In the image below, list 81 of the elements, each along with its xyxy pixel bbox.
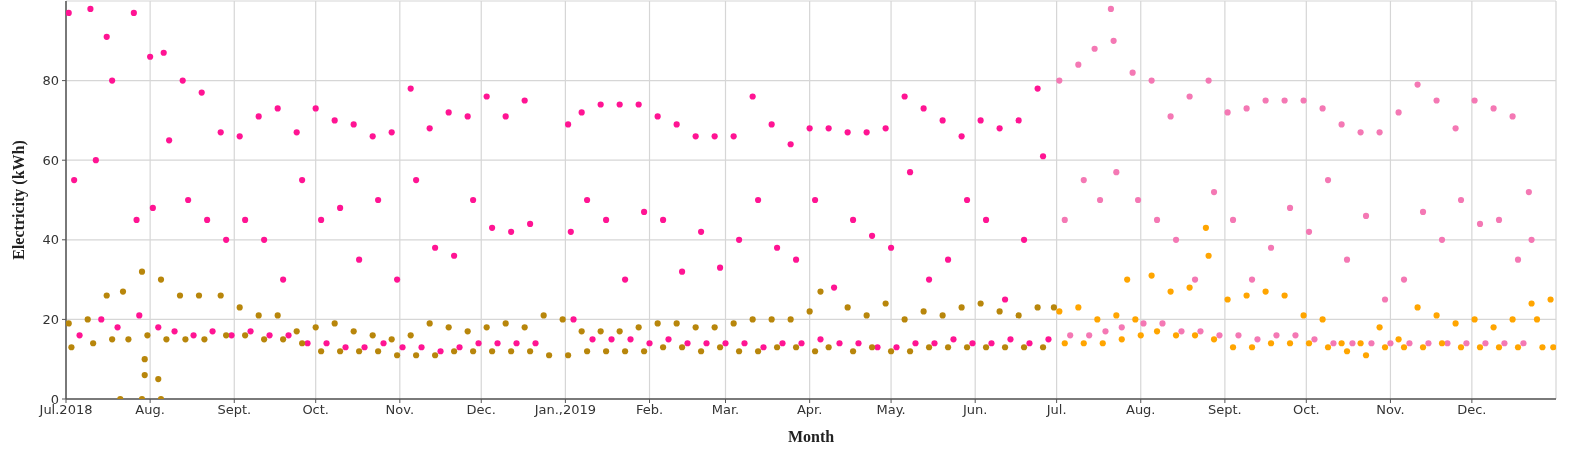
point — [1528, 300, 1535, 307]
y-tick-label: 60 — [42, 152, 59, 168]
point — [1319, 316, 1326, 323]
point — [1547, 296, 1554, 303]
point — [1248, 344, 1256, 351]
x-tick-label: Feb. — [635, 402, 664, 418]
point — [1113, 312, 1120, 319]
point — [1400, 344, 1408, 351]
x-tick-label: Oct. — [1293, 402, 1320, 418]
x-tick-label: Sept. — [1208, 402, 1242, 418]
point — [1118, 336, 1125, 343]
x-tick-label: Jul.2018 — [38, 402, 93, 418]
point — [1476, 344, 1484, 351]
point — [1075, 304, 1082, 311]
point — [1550, 344, 1556, 351]
y-tick-label: 40 — [42, 232, 59, 248]
point — [1137, 332, 1144, 339]
point — [1148, 272, 1155, 279]
point — [1414, 304, 1421, 311]
x-tick-label: Jun. — [961, 402, 988, 418]
point — [1509, 316, 1516, 323]
point — [1267, 340, 1275, 347]
x-tick-label: Jan.,2019 — [533, 402, 597, 418]
x-tick-label: Sept. — [217, 402, 252, 418]
point — [1186, 284, 1193, 291]
point — [1224, 296, 1231, 303]
point — [1153, 328, 1161, 335]
point — [1300, 312, 1307, 319]
point — [1495, 344, 1503, 351]
point — [1438, 340, 1446, 347]
point — [1471, 316, 1478, 323]
point — [1419, 344, 1427, 351]
point — [1381, 344, 1389, 351]
point — [1286, 340, 1294, 347]
y-axis-title: Electricity (kWh) — [9, 140, 28, 260]
point — [1056, 308, 1063, 315]
point — [1205, 252, 1212, 259]
point — [1533, 316, 1541, 323]
point — [1099, 340, 1106, 347]
point — [1202, 224, 1209, 231]
x-tick-label: Mar. — [711, 402, 740, 418]
point — [1210, 336, 1218, 343]
point — [1094, 316, 1101, 323]
x-tick-label: Dec. — [1457, 402, 1487, 418]
y-tick-label: 20 — [42, 312, 59, 328]
point — [1124, 276, 1131, 283]
point — [1172, 332, 1180, 339]
point — [1132, 316, 1139, 323]
x-tick-label: Apr. — [796, 402, 823, 418]
point — [1376, 324, 1383, 331]
point — [1080, 340, 1087, 347]
point — [1357, 340, 1364, 347]
point — [1457, 344, 1465, 351]
point — [1452, 320, 1459, 327]
point — [1433, 312, 1440, 319]
x-tick-label: Aug. — [135, 402, 165, 418]
x-tick-label: May. — [876, 402, 906, 418]
x-tick-label: Oct. — [302, 402, 329, 418]
point — [1061, 340, 1068, 347]
point — [1490, 324, 1497, 331]
point — [1305, 340, 1313, 347]
x-tick-label: Jul. — [1045, 402, 1067, 418]
point — [1281, 292, 1288, 299]
x-tick-label: Nov. — [1376, 402, 1405, 418]
point — [1262, 288, 1269, 295]
point — [1243, 292, 1250, 299]
point — [1338, 340, 1345, 347]
y-tick-label: 80 — [42, 73, 59, 89]
point — [1167, 288, 1174, 295]
x-tick-label: Aug. — [1125, 402, 1156, 418]
point — [1343, 348, 1351, 355]
point — [1514, 344, 1522, 351]
x-tick-label: Nov. — [385, 402, 415, 418]
point — [1539, 344, 1546, 351]
point — [1191, 332, 1199, 339]
point — [1229, 344, 1237, 351]
point — [1324, 344, 1332, 351]
x-axis-title: Month — [787, 428, 835, 445]
x-tick-label: Dec. — [466, 402, 496, 418]
point — [1362, 352, 1370, 359]
point — [1395, 336, 1402, 343]
